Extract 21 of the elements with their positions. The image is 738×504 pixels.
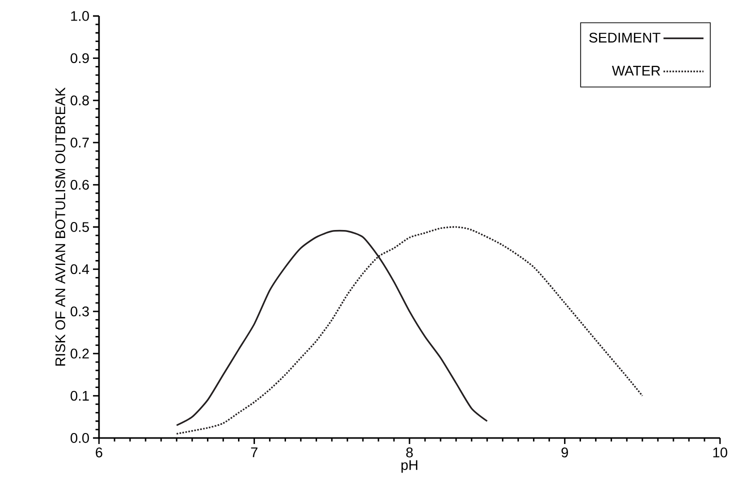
x-tick-label: 10 xyxy=(713,448,728,458)
x-tick-label: 6 xyxy=(96,448,102,458)
legend-label: WATER xyxy=(612,66,660,76)
y-axis-title: RISK OF AN AVIAN BOTULISM OUTBREAK xyxy=(55,87,66,366)
y-tick-label: 0.7 xyxy=(70,138,89,148)
y-tick-label: 1.0 xyxy=(71,11,89,21)
x-tick-label: 8 xyxy=(406,448,413,458)
legend-label: SEDIMENT xyxy=(589,32,660,43)
y-tick-label: 0.3 xyxy=(70,306,89,316)
line-series xyxy=(176,226,644,435)
y-tick-label: 0.4 xyxy=(70,264,90,274)
x-axis-title: pH xyxy=(401,460,418,473)
y-tick-label: 0.1 xyxy=(70,390,89,401)
y-tick-label: 0.5 xyxy=(70,222,89,232)
y-tick-label: 0.2 xyxy=(70,348,89,359)
y-tick-label: 0.0 xyxy=(70,433,89,443)
x-tick-label: 9 xyxy=(562,448,568,458)
x-tick-label: 7 xyxy=(251,448,258,458)
y-tick-label: 0.9 xyxy=(70,53,89,64)
y-tick-label: 0.6 xyxy=(70,180,89,190)
y-tick-label: 0.8 xyxy=(70,95,89,106)
